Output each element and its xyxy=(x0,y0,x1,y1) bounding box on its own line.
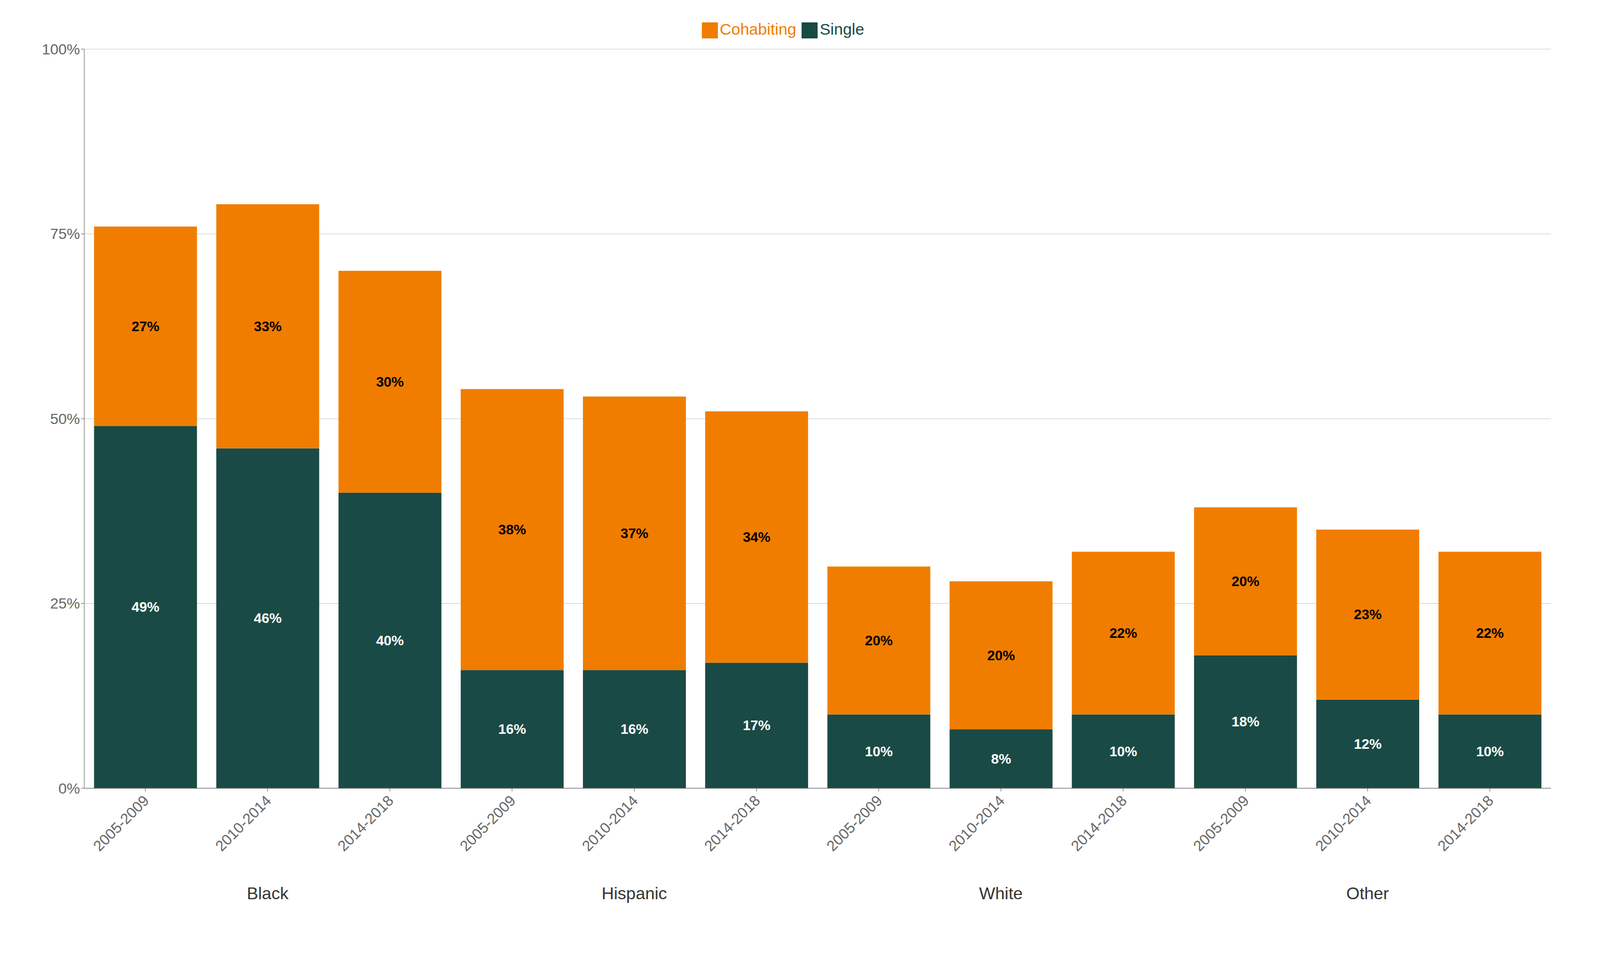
svg-text:0%: 0% xyxy=(58,780,80,797)
svg-text:2010-2014: 2010-2014 xyxy=(1312,792,1375,855)
svg-text:23%: 23% xyxy=(1353,606,1382,623)
svg-text:2005-2009: 2005-2009 xyxy=(1189,792,1253,855)
svg-text:8%: 8% xyxy=(990,750,1012,767)
svg-text:40%: 40% xyxy=(376,632,404,649)
svg-text:10%: 10% xyxy=(1476,743,1504,760)
svg-text:2010-2014: 2010-2014 xyxy=(212,792,275,855)
svg-text:10%: 10% xyxy=(1109,743,1138,760)
svg-text:2005-2009: 2005-2009 xyxy=(456,792,519,855)
svg-text:22%: 22% xyxy=(1109,625,1138,642)
svg-text:75%: 75% xyxy=(50,225,80,243)
svg-text:33%: 33% xyxy=(253,318,282,335)
svg-text:30%: 30% xyxy=(376,373,404,390)
svg-text:20%: 20% xyxy=(987,647,1015,664)
svg-text:Hispanic: Hispanic xyxy=(601,883,668,903)
html-text:Cohabiting: Cohabiting xyxy=(719,20,797,38)
svg-text:34%: 34% xyxy=(742,529,771,546)
svg-text:100%: 100% xyxy=(41,41,80,58)
svg-text:46%: 46% xyxy=(253,610,282,627)
svg-text:37%: 37% xyxy=(620,525,648,542)
svg-text:12%: 12% xyxy=(1353,736,1382,752)
svg-text:2010-2014: 2010-2014 xyxy=(578,792,642,855)
svg-text:20%: 20% xyxy=(865,632,893,649)
svg-text:18%: 18% xyxy=(1231,713,1260,730)
svg-text:2010-2014: 2010-2014 xyxy=(945,792,1008,855)
svg-text:22%: 22% xyxy=(1476,625,1504,642)
svg-text:2014-2018: 2014-2018 xyxy=(334,792,397,855)
svg-text:Other: Other xyxy=(1346,883,1389,903)
svg-text:27%: 27% xyxy=(131,318,160,335)
svg-text:25%: 25% xyxy=(50,595,80,612)
svg-text:16%: 16% xyxy=(620,721,648,738)
svg-text:38%: 38% xyxy=(498,521,526,538)
svg-text:2005-2009: 2005-2009 xyxy=(90,792,153,855)
svg-text:Black: Black xyxy=(246,883,290,903)
html-text:Single: Single xyxy=(819,20,865,38)
svg-text:10%: 10% xyxy=(865,743,893,760)
svg-text:2014-2018: 2014-2018 xyxy=(1434,792,1498,855)
svg-text:2005-2009: 2005-2009 xyxy=(823,792,886,855)
svg-text:White: White xyxy=(979,883,1023,903)
svg-text:20%: 20% xyxy=(1231,573,1260,590)
svg-text:50%: 50% xyxy=(50,410,80,428)
svg-text:17%: 17% xyxy=(742,717,771,734)
svg-text:16%: 16% xyxy=(498,721,526,738)
svg-text:49%: 49% xyxy=(131,598,160,615)
svg-text:2014-2018: 2014-2018 xyxy=(1067,792,1131,855)
svg-text:2014-2018: 2014-2018 xyxy=(701,792,764,855)
